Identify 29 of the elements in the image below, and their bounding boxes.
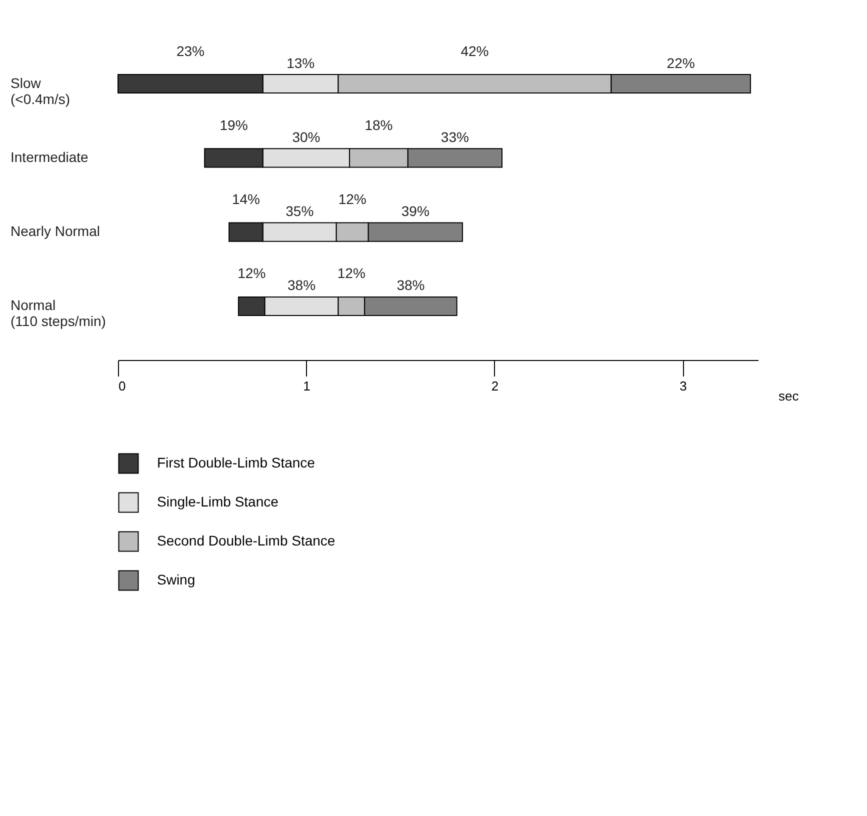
annotation: 22% <box>666 54 695 71</box>
y-tick-label: Slow (<0.4m/s) <box>10 74 70 107</box>
y-tick-label: Nearly Normal <box>10 223 100 240</box>
annotation: 13% <box>286 54 315 71</box>
annotation: 19% <box>220 116 248 133</box>
x-axis-title: sec <box>778 388 800 404</box>
annotation: 12% <box>238 265 266 282</box>
annotation: 30% <box>292 128 320 145</box>
legend-label: Swing <box>157 572 196 588</box>
annotation: 33% <box>440 128 469 145</box>
y-tick-label: Normal (110 steps/min) <box>10 297 106 330</box>
annotation: 18% <box>364 116 393 133</box>
legend-label: Second Double-Limb Stance <box>157 532 336 548</box>
annotation: 38% <box>288 277 316 294</box>
x-tick-label: 3 <box>680 378 687 394</box>
x-tick-label: 1 <box>303 378 310 394</box>
legend-label: First Double-Limb Stance <box>157 454 316 470</box>
annotation: 42% <box>460 42 489 59</box>
annotation: 14% <box>232 191 260 208</box>
x-tick-label: 0 <box>118 378 126 394</box>
annotation: 23% <box>176 42 204 59</box>
x-tick-label: 2 <box>491 378 499 394</box>
y-tick-label: Intermediate <box>10 148 89 165</box>
legend-label: Single-Limb Stance <box>157 494 279 510</box>
annotation: 35% <box>286 203 314 220</box>
annotation: 38% <box>396 277 425 294</box>
annotation: 39% <box>401 203 430 220</box>
annotation: 12% <box>338 191 366 208</box>
annotation: 12% <box>337 265 366 282</box>
